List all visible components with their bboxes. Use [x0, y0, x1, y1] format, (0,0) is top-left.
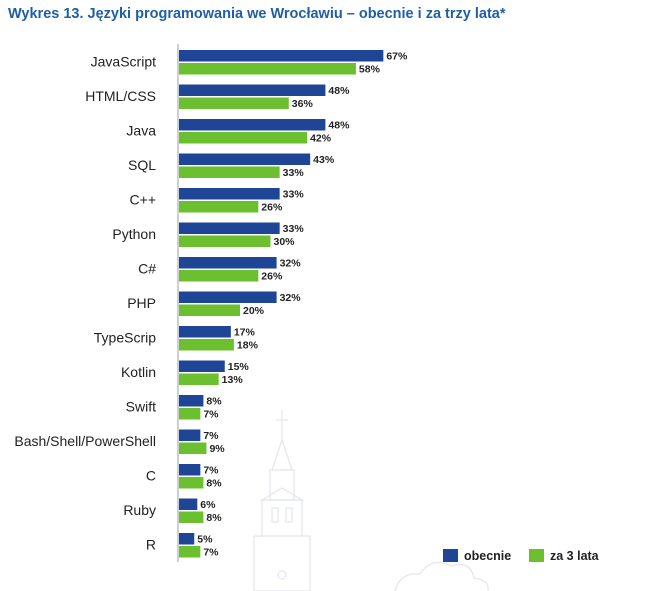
bar-future	[179, 132, 308, 144]
bar-future	[179, 63, 356, 75]
bar-current	[179, 360, 225, 372]
bar-current	[179, 291, 277, 303]
category-label: SQL	[128, 157, 156, 173]
category-label: Kotlin	[121, 364, 156, 380]
bar-future	[179, 373, 219, 385]
data-label-future: 58%	[359, 64, 381, 76]
data-label-future: 9%	[209, 443, 225, 455]
category-row: HTML/CSS 48% 36%	[85, 84, 350, 110]
data-label-future: 33%	[283, 167, 305, 179]
category-label: Bash/Shell/PowerShell	[14, 433, 156, 449]
bar-future	[179, 201, 259, 213]
legend-swatch	[443, 549, 458, 562]
category-row: Swift 8%7%	[126, 395, 222, 421]
bar-current	[179, 257, 277, 269]
bar-future	[179, 546, 201, 558]
bar-current	[179, 50, 384, 62]
category-label: Ruby	[123, 502, 156, 518]
category-row: TypeScrip 17%18%	[94, 326, 259, 352]
data-label-current: 8%	[206, 396, 222, 408]
category-row: PHP 32% 20%	[127, 291, 302, 317]
bar-current	[179, 119, 326, 131]
bar-future	[179, 442, 207, 454]
bar-future	[179, 477, 204, 489]
category-label: JavaScript	[91, 54, 156, 70]
category-row: JavaScript 67% 58%	[91, 50, 408, 76]
bar-current	[179, 153, 311, 165]
data-label-future: 18%	[237, 340, 259, 352]
data-label-current: 43%	[313, 154, 335, 166]
bar-current	[179, 188, 280, 200]
bar-current	[179, 464, 201, 476]
data-label-current: 33%	[283, 223, 305, 235]
data-label-current: 33%	[283, 189, 305, 201]
data-label-current: 7%	[203, 465, 219, 477]
data-label-future: 7%	[203, 547, 219, 559]
data-label-future: 8%	[206, 512, 222, 524]
category-label: C	[146, 468, 156, 484]
category-label: Python	[112, 226, 156, 242]
legend-label: za 3 lata	[550, 549, 600, 563]
legend: obecnie za 3 lata	[443, 549, 600, 563]
bar-future	[179, 511, 204, 523]
data-label-current: 48%	[328, 85, 350, 97]
data-label-current: 6%	[200, 499, 216, 511]
bar-current	[179, 326, 231, 338]
data-label-future: 36%	[292, 98, 314, 110]
category-row: Bash/Shell/PowerShell 7%9%	[14, 429, 225, 455]
category-row: SQL 43% 33%	[128, 153, 335, 179]
data-label-current: 17%	[234, 327, 256, 339]
bar-future	[179, 97, 289, 109]
data-label-future: 26%	[261, 202, 283, 214]
bar-current	[179, 533, 195, 545]
bar-current	[179, 395, 204, 407]
legend-label: obecnie	[464, 549, 511, 563]
category-row: C++ 33%26%	[130, 188, 305, 214]
bar-future	[179, 339, 234, 351]
category-row: R 5%7%	[146, 533, 219, 559]
category-label: C#	[138, 261, 156, 277]
data-label-current: 5%	[197, 534, 213, 546]
data-label-current: 7%	[203, 430, 219, 442]
data-label-future: 13%	[222, 374, 244, 386]
category-row: Kotlin 15%13%	[121, 360, 250, 386]
bar-future	[179, 235, 271, 247]
data-label-future: 20%	[243, 305, 265, 317]
category-label: TypeScrip	[94, 330, 156, 346]
data-label-current: 67%	[386, 51, 408, 63]
category-label: C++	[130, 192, 156, 208]
bar-current	[179, 429, 201, 441]
bar-current	[179, 222, 280, 234]
data-label-future: 7%	[203, 409, 219, 421]
bar-current	[179, 498, 198, 510]
bar-future	[179, 270, 259, 282]
category-row: Python 33%30%	[112, 222, 305, 248]
data-label-future: 8%	[206, 478, 222, 490]
bar-future	[179, 408, 201, 420]
bar-future	[179, 166, 280, 178]
category-label: PHP	[127, 295, 156, 311]
data-label-future: 42%	[310, 133, 332, 145]
category-label: HTML/CSS	[85, 88, 156, 104]
data-label-current: 32%	[280, 292, 302, 304]
category-label: Swift	[126, 399, 156, 415]
data-label-current: 48%	[328, 120, 350, 132]
category-label: R	[146, 537, 156, 553]
data-label-current: 15%	[228, 361, 250, 373]
chart-title: Wykres 13. Języki programowania we Wrocł…	[8, 6, 506, 22]
category-row: C# 32%26%	[138, 257, 301, 283]
data-label-future: 30%	[274, 236, 296, 248]
decorative-tower-illustration	[253, 410, 489, 591]
data-label-future: 26%	[261, 271, 283, 283]
bar-future	[179, 304, 240, 316]
category-row: Ruby 6%8%	[123, 498, 222, 524]
category-row: C 7%8%	[146, 464, 222, 490]
category-label: Java	[126, 123, 156, 139]
data-label-current: 32%	[280, 258, 302, 270]
bar-current	[179, 84, 326, 96]
category-row: Java 48%42%	[126, 119, 350, 145]
legend-swatch	[529, 549, 544, 562]
